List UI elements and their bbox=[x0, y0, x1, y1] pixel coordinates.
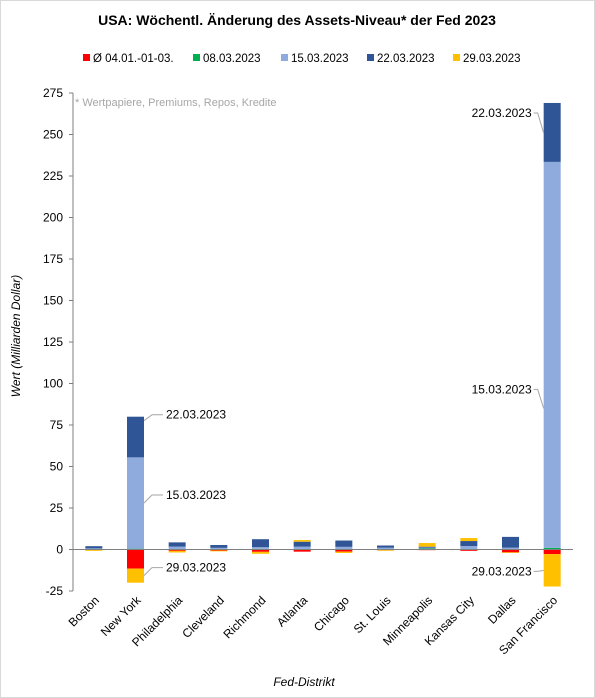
bar-kansas-city-04-01-01-03 bbox=[460, 549, 478, 551]
bar-philadelphia-22-03-2023 bbox=[168, 542, 186, 547]
bar-boston-22-03-2023 bbox=[85, 546, 103, 549]
annotation-label: 15.03.2023 bbox=[472, 382, 532, 396]
bar-san-francisco-15-03-2023 bbox=[543, 161, 561, 548]
y-tick-label: 100 bbox=[43, 377, 63, 391]
annotation-leader bbox=[533, 388, 545, 409]
legend: Ø 04.01.-01-03. 08.03.2023 15.03.2023 22.03… bbox=[83, 53, 521, 65]
x-tick-label-richmond: Richmond bbox=[221, 593, 269, 641]
legend-label-04-01-01-03: Ø 04.01.-01-03. bbox=[93, 53, 174, 65]
bar-chicago-22-03-2023 bbox=[335, 540, 353, 547]
bar-cleveland-15-03-2023 bbox=[210, 547, 228, 550]
annotation-label: 29.03.2023 bbox=[166, 561, 226, 575]
annotation-leader bbox=[143, 567, 163, 576]
annotations: 22.03.2023 15.03.2023 29.03.2023 22.03.2023… bbox=[143, 106, 545, 578]
annotation-leader bbox=[143, 414, 163, 422]
legend-swatch-08-03-2023 bbox=[193, 54, 200, 61]
bar-san-francisco-29-03-2023 bbox=[543, 554, 561, 587]
legend-swatch-22-03-2023 bbox=[367, 54, 374, 61]
bar-atlanta-04-01-01-03 bbox=[293, 549, 311, 552]
chart-footnote: * Wertpapiere, Premiums, Repos, Kredite bbox=[75, 97, 277, 109]
y-tick-label: 200 bbox=[43, 211, 63, 225]
legend-label-08-03-2023: 08.03.2023 bbox=[203, 53, 261, 65]
legend-swatch-29-03-2023 bbox=[453, 54, 460, 61]
bar-cleveland-29-03-2023 bbox=[210, 550, 228, 552]
bars bbox=[85, 102, 561, 587]
bar-st-louis-29-03-2023 bbox=[377, 550, 394, 551]
bar-new-york-22-03-2023 bbox=[127, 416, 144, 458]
bar-minneapolis-15-03-2023 bbox=[418, 547, 436, 549]
bar-san-francisco-22-03-2023 bbox=[543, 102, 561, 162]
bar-san-francisco-08-03-2023 bbox=[543, 547, 561, 550]
bar-atlanta-15-03-2023 bbox=[293, 546, 311, 550]
bar-atlanta-29-03-2023 bbox=[293, 540, 311, 542]
annotation-leader bbox=[533, 112, 545, 134]
annotation-label: 22.03.2023 bbox=[166, 408, 226, 422]
y-tick-label: 225 bbox=[43, 169, 63, 183]
bar-richmond-15-03-2023 bbox=[252, 547, 269, 549]
bar-new-york-29-03-2023 bbox=[127, 568, 144, 583]
x-tick-label-atlanta: Atlanta bbox=[274, 593, 311, 630]
bar-richmond-22-03-2023 bbox=[252, 539, 269, 548]
bar-san-francisco-04-01-01-03 bbox=[543, 549, 561, 555]
bar-st-louis-22-03-2023 bbox=[377, 545, 394, 548]
legend-label-29-03-2023: 29.03.2023 bbox=[463, 53, 521, 65]
bar-minneapolis-29-03-2023 bbox=[418, 543, 436, 547]
y-tick-label: 175 bbox=[43, 252, 63, 266]
annotation-leader bbox=[143, 494, 163, 504]
bar-st-louis-15-03-2023 bbox=[377, 547, 394, 550]
legend-label-15-03-2023: 15.03.2023 bbox=[291, 53, 349, 65]
y-tick-label: -25 bbox=[46, 584, 64, 598]
annotation-label: 15.03.2023 bbox=[166, 488, 226, 502]
bar-new-york-04-01-01-03 bbox=[127, 549, 144, 569]
annotation-leader bbox=[533, 569, 544, 572]
legend-label-22-03-2023: 22.03.2023 bbox=[377, 53, 435, 65]
bar-chicago-29-03-2023 bbox=[335, 551, 353, 553]
x-tick-label-chicago: Chicago bbox=[311, 593, 352, 634]
bar-minneapolis-22-03-2023 bbox=[418, 546, 436, 548]
y-tick-label: 75 bbox=[50, 418, 64, 432]
y-tick-label: 250 bbox=[43, 128, 63, 142]
bar-atlanta-22-03-2023 bbox=[293, 541, 311, 547]
annotation-label: 29.03.2023 bbox=[472, 564, 532, 578]
y-tick-label: 275 bbox=[43, 86, 63, 100]
legend-swatch-15-03-2023 bbox=[281, 54, 288, 61]
bar-philadelphia-15-03-2023 bbox=[168, 546, 186, 550]
y-tick-label: 150 bbox=[43, 294, 63, 308]
x-tick-label-st-louis: St. Louis bbox=[351, 593, 394, 636]
bar-dallas-15-03-2023 bbox=[502, 547, 519, 550]
annotation-label: 22.03.2023 bbox=[472, 106, 532, 120]
y-tick-label: 25 bbox=[50, 501, 64, 515]
bar-kansas-city-22-03-2023 bbox=[460, 541, 478, 547]
chart-title: USA: Wöchentl. Änderung des Assets-Nivea… bbox=[98, 12, 496, 28]
bar-philadelphia-29-03-2023 bbox=[168, 550, 186, 553]
bar-chicago-04-01-01-03 bbox=[335, 549, 353, 552]
bar-richmond-04-01-01-03 bbox=[252, 549, 269, 552]
bar-boston-15-03-2023 bbox=[85, 548, 103, 550]
x-axis-title: Fed-Distrikt bbox=[273, 675, 335, 689]
legend-swatch-04-01-01-03 bbox=[83, 54, 90, 61]
bar-dallas-29-03-2023 bbox=[502, 552, 519, 553]
bar-chicago-15-03-2023 bbox=[335, 546, 353, 550]
y-axis-title: Wert (Milliarden Dollar) bbox=[9, 275, 23, 397]
bar-cleveland-22-03-2023 bbox=[210, 545, 228, 548]
bar-dallas-22-03-2023 bbox=[502, 536, 519, 548]
y-tick-label: 125 bbox=[43, 335, 63, 349]
y-tick-label: 50 bbox=[50, 460, 64, 474]
bar-boston-29-03-2023 bbox=[85, 549, 103, 551]
bar-new-york-15-03-2023 bbox=[127, 457, 144, 549]
bar-richmond-29-03-2023 bbox=[252, 551, 269, 554]
y-axis: -25 0 25 50 75 100 125 150 175 200 225 250 275 bbox=[43, 86, 74, 598]
bar-dallas-04-01-01-03 bbox=[502, 549, 519, 553]
y-tick-label: 0 bbox=[56, 543, 63, 557]
x-tick-label-dallas: Dallas bbox=[485, 593, 518, 626]
bar-kansas-city-29-03-2023 bbox=[460, 538, 478, 542]
x-tick-label-cleveland: Cleveland bbox=[179, 593, 227, 641]
bar-kansas-city-15-03-2023 bbox=[460, 546, 478, 550]
bar-philadelphia-04-01-01-03 bbox=[168, 549, 186, 551]
x-tick-label-boston: Boston bbox=[66, 593, 102, 629]
